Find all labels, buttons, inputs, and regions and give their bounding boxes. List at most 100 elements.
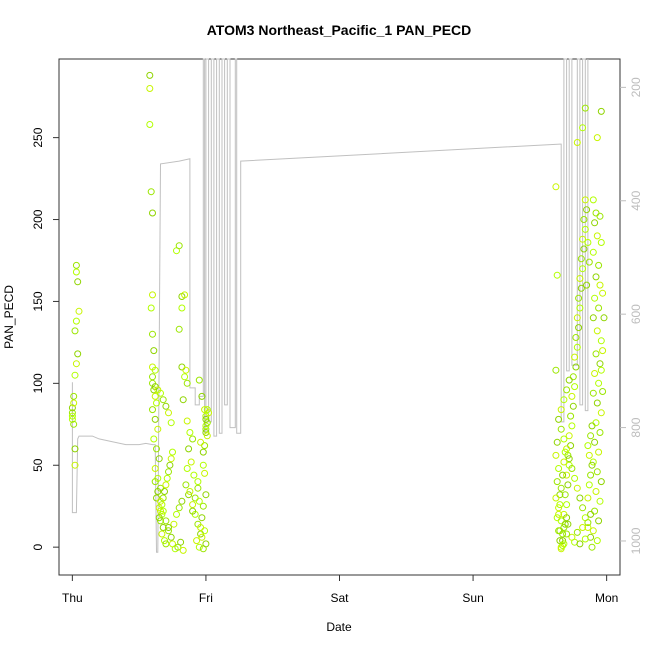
data-point [559, 542, 567, 549]
data-point [165, 468, 172, 476]
data-point [573, 343, 581, 351]
data-point [149, 291, 156, 299]
data-point [170, 520, 178, 528]
data-point [587, 510, 595, 518]
data-point [72, 261, 80, 269]
data-point [600, 314, 608, 322]
data-point [199, 461, 207, 469]
data-point [571, 353, 579, 361]
data-point [158, 501, 166, 509]
data-point [71, 371, 79, 379]
y-tick-label: 50 [31, 458, 45, 472]
data-point [584, 442, 592, 450]
data-point [150, 435, 158, 443]
data-point [565, 455, 573, 463]
data-point [553, 271, 561, 279]
data-point [584, 239, 592, 246]
data-point [153, 399, 160, 407]
data-point [202, 491, 210, 499]
data-point [591, 370, 599, 377]
data-point [203, 432, 211, 440]
y2-tick-label: 1000 [629, 527, 643, 554]
data-point [178, 497, 186, 505]
y-tick-label: 150 [31, 291, 45, 311]
data-point [587, 432, 595, 440]
data-point [573, 484, 581, 492]
data-point [576, 275, 584, 282]
data-point [591, 507, 599, 515]
data-point [559, 537, 567, 545]
data-point [589, 458, 597, 466]
data-point [151, 366, 159, 374]
data-point [75, 307, 83, 315]
data-point [166, 461, 174, 469]
data-point [553, 514, 561, 522]
data-point [584, 494, 592, 502]
data-point [595, 517, 603, 525]
data-point [74, 278, 82, 286]
data-point [183, 379, 191, 387]
data-point [189, 507, 197, 515]
data-point [567, 442, 575, 450]
data-point [597, 409, 605, 417]
y-tick-label: 250 [31, 127, 45, 147]
data-point [579, 124, 587, 132]
data-point [588, 422, 596, 430]
y2-tick-label: 600 [629, 304, 643, 324]
data-point [596, 281, 604, 289]
data-point [157, 497, 164, 505]
data-point [70, 392, 78, 400]
data-point [201, 469, 209, 477]
data-point [552, 183, 560, 191]
data-point [201, 442, 209, 450]
data-point [169, 448, 176, 456]
data-point [195, 376, 203, 384]
data-point [68, 409, 76, 417]
data-point [183, 417, 191, 425]
data-point [561, 448, 569, 456]
data-point [555, 465, 563, 472]
point-series [68, 71, 608, 554]
data-point [70, 420, 78, 428]
data-point [150, 347, 158, 355]
data-point [555, 504, 563, 512]
y2-tick-label: 200 [629, 77, 643, 97]
y2-tick-label: 400 [629, 190, 643, 210]
data-point [593, 134, 601, 142]
data-point [165, 409, 172, 417]
data-point [593, 327, 601, 335]
data-point [561, 520, 569, 528]
y-tick-label: 100 [31, 373, 45, 393]
data-point [187, 458, 195, 466]
data-point [577, 255, 585, 263]
data-point [186, 488, 194, 495]
data-point [581, 104, 589, 112]
data-point [197, 438, 205, 446]
data-point [177, 538, 185, 546]
data-point [589, 389, 597, 397]
data-point [72, 317, 80, 325]
data-point [68, 404, 76, 412]
data-point [74, 350, 82, 358]
data-point [189, 501, 197, 509]
data-point [567, 412, 575, 420]
data-point [557, 484, 565, 492]
data-point [162, 517, 170, 525]
data-point [571, 383, 579, 391]
y2-tick-label: 800 [629, 417, 643, 437]
data-point [573, 314, 581, 322]
data-point [565, 432, 573, 440]
data-point [564, 481, 572, 489]
data-point [569, 402, 577, 410]
data-point [175, 242, 183, 250]
data-point [573, 528, 581, 536]
data-point [198, 533, 206, 541]
data-point [556, 501, 564, 509]
data-point [147, 188, 155, 196]
data-point [178, 363, 186, 371]
data-point [597, 337, 605, 345]
chart-title: ATOM3 Northeast_Pacific_1 PAN_PECD [207, 22, 472, 38]
data-point [71, 445, 79, 453]
data-point [589, 248, 597, 256]
data-point [157, 517, 164, 525]
